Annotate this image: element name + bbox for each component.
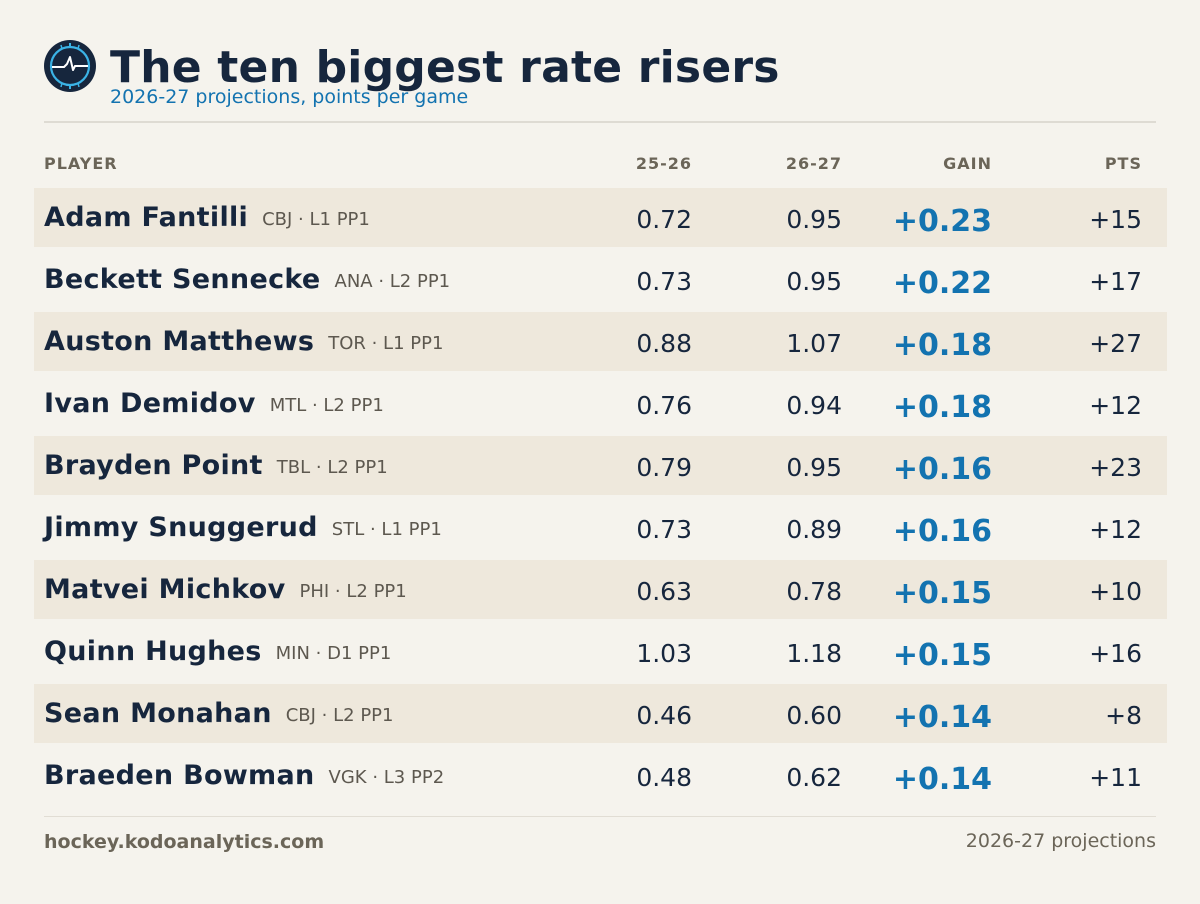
player-meta: MIN · D1 PP1: [275, 643, 392, 664]
player-meta: STL · L1 PP1: [331, 519, 442, 540]
table-row: Quinn Hughes MIN · D1 PP1 1.03 1.18 +0.15…: [34, 622, 1167, 681]
prev-rate: 0.48: [636, 763, 692, 792]
player-meta: CBJ · L1 PP1: [262, 209, 370, 230]
player-name: Quinn Hughes: [44, 636, 262, 667]
prev-rate: 0.79: [636, 453, 692, 482]
table-row: Adam Fantilli CBJ · L1 PP1 0.72 0.95 +0.2…: [34, 188, 1167, 247]
pts-value: +12: [1089, 515, 1142, 544]
table-row: Braeden Bowman VGK · L3 PP2 0.48 0.62 +0.…: [34, 746, 1167, 805]
gain-value: +0.23: [892, 204, 992, 239]
heartbeat-icon: [44, 40, 96, 92]
prev-rate: 1.03: [636, 639, 692, 668]
gain-value: +0.14: [892, 762, 992, 797]
column-header-next-season: 26-27: [785, 154, 842, 173]
next-rate: 0.89: [786, 515, 842, 544]
table-row: Auston Matthews TOR · L1 PP1 0.88 1.07 +0…: [34, 312, 1167, 371]
page-subtitle: 2026-27 projections, points per game: [110, 86, 469, 108]
pts-value: +23: [1089, 453, 1142, 482]
next-rate: 0.62: [786, 763, 842, 792]
table-row: Brayden Point TBL · L2 PP1 0.79 0.95 +0.1…: [34, 436, 1167, 495]
next-rate: 0.60: [786, 701, 842, 730]
player-meta: VGK · L3 PP2: [328, 767, 445, 788]
player-name: Beckett Sennecke: [44, 264, 321, 295]
prev-rate: 0.63: [636, 577, 692, 606]
table-row: Ivan Demidov MTL · L2 PP1 0.76 0.94 +0.18…: [34, 374, 1167, 433]
pts-value: +15: [1089, 205, 1142, 234]
player-meta: TOR · L1 PP1: [328, 333, 444, 354]
prev-rate: 0.72: [636, 205, 692, 234]
prev-rate: 0.46: [636, 701, 692, 730]
player-name: Brayden Point: [44, 450, 263, 481]
footer: hockey.kodoanalytics.com 2026-27 project…: [44, 816, 1156, 853]
site-link[interactable]: hockey.kodoanalytics.com: [44, 831, 325, 853]
gain-value: +0.18: [892, 328, 992, 363]
pts-value: +16: [1089, 639, 1142, 668]
player-meta: ANA · L2 PP1: [334, 271, 451, 292]
player-name: Auston Matthews: [44, 326, 315, 357]
player-name: Matvei Michkov: [44, 574, 286, 605]
player-meta: CBJ · L2 PP1: [285, 705, 394, 726]
table-row: Sean Monahan CBJ · L2 PP1 0.46 0.60 +0.14…: [34, 684, 1167, 743]
gain-value: +0.15: [892, 638, 992, 673]
column-header-pts: PTS: [1104, 154, 1142, 173]
player-meta: PHI · L2 PP1: [299, 581, 407, 602]
player-name: Sean Monahan: [44, 698, 272, 729]
column-header-player: PLAYER: [44, 154, 118, 173]
gain-value: +0.22: [892, 266, 992, 301]
next-rate: 0.95: [786, 267, 842, 296]
column-header-prev-season: 25-26: [635, 154, 692, 173]
player-name: Braeden Bowman: [44, 760, 315, 791]
player-meta: TBL · L2 PP1: [276, 457, 388, 478]
footer-note: 2026-27 projections: [965, 830, 1156, 852]
next-rate: 0.94: [786, 391, 842, 420]
column-header-gain: GAIN: [943, 154, 992, 173]
table-row: Matvei Michkov PHI · L2 PP1 0.63 0.78 +0.…: [34, 560, 1167, 619]
gain-value: +0.18: [892, 390, 992, 425]
pts-value: +12: [1089, 391, 1142, 420]
player-name: Adam Fantilli: [44, 202, 249, 233]
pts-value: +8: [1105, 701, 1142, 730]
next-rate: 0.95: [786, 205, 842, 234]
next-rate: 0.95: [786, 453, 842, 482]
pts-value: +27: [1089, 329, 1142, 358]
header: The ten biggest rate risers 2026-27 proj…: [44, 40, 1156, 123]
prev-rate: 0.88: [636, 329, 692, 358]
player-meta: MTL · L2 PP1: [269, 395, 384, 416]
prev-rate: 0.73: [636, 267, 692, 296]
next-rate: 1.07: [786, 329, 842, 358]
gain-value: +0.15: [892, 576, 992, 611]
pts-value: +17: [1089, 267, 1142, 296]
gain-value: +0.16: [892, 452, 992, 487]
player-name: Ivan Demidov: [44, 388, 256, 419]
gain-value: +0.16: [892, 514, 992, 549]
prev-rate: 0.73: [636, 515, 692, 544]
player-name: Jimmy Snuggerud: [44, 512, 318, 543]
next-rate: 0.78: [786, 577, 842, 606]
gain-value: +0.14: [892, 700, 992, 735]
page-title: The ten biggest rate risers: [110, 42, 780, 93]
prev-rate: 0.76: [636, 391, 692, 420]
player-table: Adam Fantilli CBJ · L1 PP1 0.72 0.95 +0.2…: [34, 188, 1167, 808]
pts-value: +10: [1089, 577, 1142, 606]
pts-value: +11: [1089, 763, 1142, 792]
next-rate: 1.18: [786, 639, 842, 668]
table-row: Beckett Sennecke ANA · L2 PP1 0.73 0.95 +…: [34, 250, 1167, 309]
table-row: Jimmy Snuggerud STL · L1 PP1 0.73 0.89 +0…: [34, 498, 1167, 557]
